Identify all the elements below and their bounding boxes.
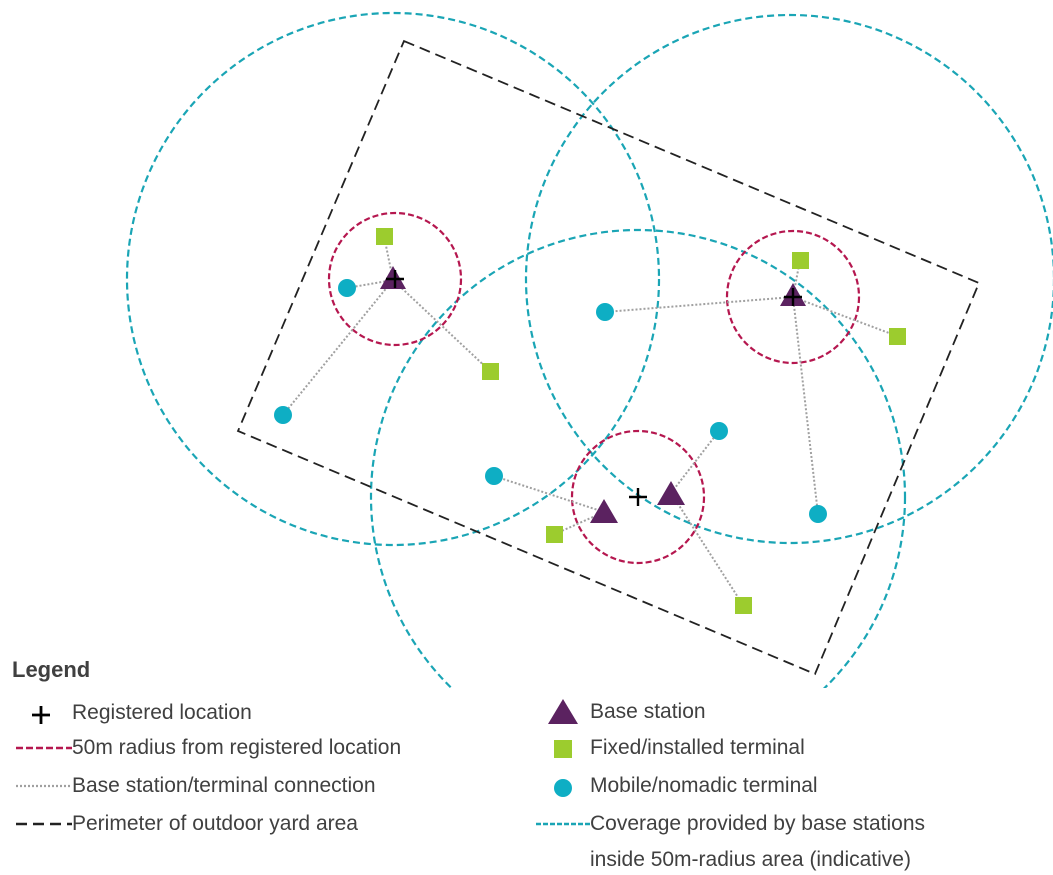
mobile-terminal (809, 505, 827, 523)
radius-circle (327, 211, 463, 347)
legend-label: Perimeter of outdoor yard area (72, 812, 358, 835)
legend-label: Base station/terminal connection (72, 774, 376, 797)
legend-label: Registered location (72, 701, 252, 724)
plus-icon (16, 698, 78, 728)
base-station (590, 499, 618, 523)
fixed-terminal (482, 363, 499, 380)
legend-item-connection: Base station/terminal connection (16, 771, 376, 801)
black-dashed-line-icon (16, 809, 78, 839)
connection-line (282, 279, 394, 416)
legend-label: 50m radius from registered location (72, 736, 402, 759)
legend-item-base: Base station (534, 697, 706, 727)
mobile-terminal (485, 467, 503, 485)
mobile-terminal (596, 303, 614, 321)
connection-line (670, 492, 744, 606)
grey-dotted-line-icon (16, 771, 78, 801)
fixed-terminal (889, 328, 906, 345)
legend-label: Base station (590, 700, 706, 723)
base-station (657, 481, 685, 505)
fixed-terminal (376, 228, 393, 245)
legend-label: Mobile/nomadic terminal (590, 774, 818, 797)
connection-line (792, 296, 819, 515)
network-diagram (125, 11, 1053, 688)
legend-item-fixed: Fixed/installed terminal (534, 733, 805, 763)
coverage-circle (125, 11, 661, 547)
legend-label-continued: inside 50m-radius area (indicative) (590, 848, 911, 871)
mobile-terminal (274, 406, 292, 424)
fixed-terminal (546, 526, 563, 543)
base-station (380, 266, 406, 289)
radius-circle (570, 429, 706, 565)
legend-item-perimeter: Perimeter of outdoor yard area (16, 809, 358, 839)
coverage-circle (369, 228, 907, 688)
legend-title: Legend (12, 657, 91, 682)
square-icon (534, 733, 596, 763)
fixed-terminal (735, 597, 752, 614)
fixed-terminal (792, 252, 809, 269)
mobile-terminal (710, 422, 728, 440)
connection-line (792, 296, 898, 337)
triangle-icon (534, 697, 596, 727)
teal-dashed-line-icon (534, 809, 590, 839)
registered-location (386, 270, 404, 288)
connection-line (493, 475, 605, 513)
radius-circle (725, 229, 861, 365)
legend-item-radius: 50m radius from registered location (16, 733, 401, 763)
legend-item-coverage: Coverage provided by base stations (534, 809, 925, 839)
legend-item-registered: Registered location (16, 698, 252, 728)
red-dashed-line-icon (16, 733, 78, 763)
connection-line (604, 296, 794, 313)
legend-item-mobile: Mobile/nomadic terminal (534, 771, 818, 801)
registered-location (784, 288, 802, 306)
registered-location (629, 488, 647, 506)
circle-icon (534, 771, 596, 801)
coverage-circle (524, 13, 1053, 545)
yard-perimeter (236, 39, 981, 676)
legend-label: Fixed/installed terminal (590, 736, 805, 759)
connection-line (670, 430, 720, 494)
legend-label: Coverage provided by base stations (590, 812, 926, 835)
connection-line (392, 279, 491, 372)
mobile-terminal (338, 279, 356, 297)
